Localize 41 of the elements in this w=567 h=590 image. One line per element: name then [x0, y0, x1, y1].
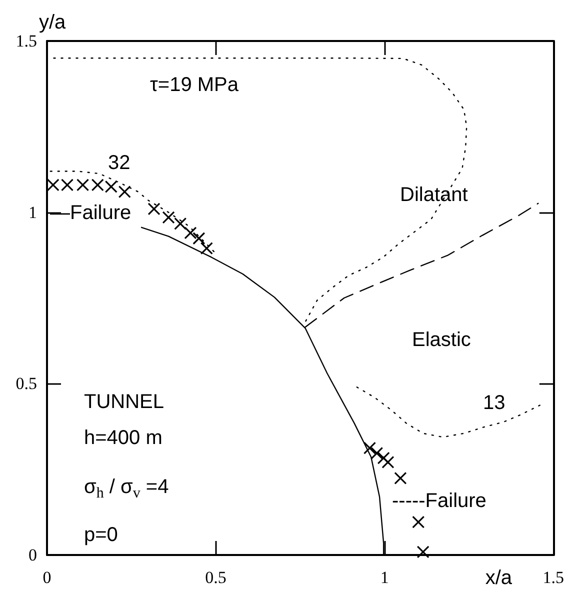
- y-tick-label: 1: [28, 202, 37, 222]
- point: [91, 178, 104, 192]
- point: [200, 242, 213, 255]
- point: [412, 516, 425, 528]
- point: [416, 546, 430, 558]
- point: [118, 185, 131, 198]
- annotation: h=400 m: [84, 427, 162, 449]
- point: [382, 456, 394, 468]
- point: [363, 442, 376, 454]
- line-series: [50, 170, 216, 254]
- x-tick-label: 0: [42, 568, 52, 587]
- annotation: —Failure: [50, 202, 132, 224]
- x-tick-label: 1.5: [542, 568, 564, 587]
- y-axis-title: y/a: [39, 12, 67, 34]
- line-series: [356, 386, 540, 438]
- point: [394, 472, 407, 485]
- annotation: τ=19 MPa: [150, 74, 240, 96]
- annotation: 32: [108, 152, 130, 174]
- y-tick-label: 0.5: [16, 374, 37, 394]
- point: [370, 446, 384, 460]
- point: [148, 202, 160, 216]
- point: [192, 232, 206, 245]
- annotation: Elastic: [412, 329, 471, 351]
- y-tick-label: 1.5: [16, 32, 37, 50]
- x-tick-label: 1: [380, 568, 389, 587]
- x-tick-label: 0.5: [205, 568, 226, 587]
- annotation: TUNNEL: [84, 391, 164, 413]
- annotation: p=0: [84, 524, 118, 546]
- point: [104, 180, 118, 193]
- point: [162, 211, 175, 224]
- point: [46, 178, 60, 192]
- point: [377, 452, 390, 464]
- x-axis-title: x/a: [485, 567, 513, 589]
- point: [76, 178, 90, 192]
- point: [184, 226, 197, 240]
- point: [60, 178, 74, 192]
- annotation: -----Failure: [392, 490, 486, 512]
- point: [174, 217, 187, 230]
- annotation: 13: [483, 392, 506, 414]
- annotation: Dilatant: [400, 184, 468, 206]
- y-tick-label: 0: [28, 546, 37, 564]
